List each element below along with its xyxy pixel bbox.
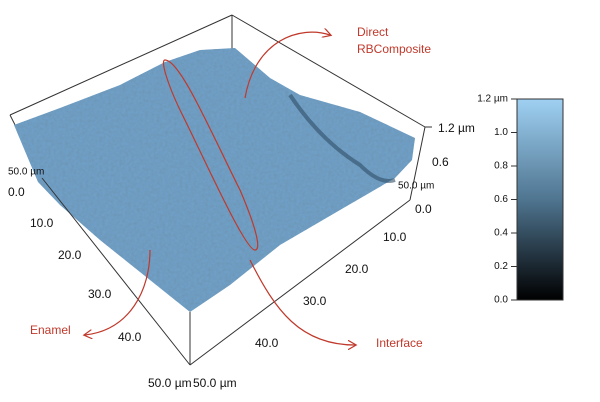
z-axis-label: 0.6 — [432, 155, 449, 169]
left-axis-label: 30.0 — [88, 287, 112, 301]
right-axis-label: 0.0 — [415, 202, 432, 216]
right-axis-label: 20.0 — [345, 262, 369, 276]
annotation-label: Enamel — [30, 323, 71, 337]
left-axis-label: 0.0 — [8, 185, 25, 199]
box-front — [41, 126, 432, 366]
colorbar-label: 0.4 — [494, 228, 508, 239]
left-axis-label: 20.0 — [58, 248, 82, 262]
surface-ridge — [288, 93, 396, 183]
right-height-label: 50.0 µm — [398, 181, 434, 192]
right-axis-label: 40.0 — [255, 336, 279, 350]
colorbar-label: 0.8 — [494, 161, 508, 172]
right-axis-label: 10.0 — [383, 230, 407, 244]
annotation-label: Direct — [357, 25, 389, 39]
annotation-label: Interface — [376, 336, 423, 350]
right-axis-label: 50.0 µm — [193, 376, 237, 390]
left-height-label: 50.0 µm — [8, 167, 44, 178]
left-axis-label: 10.0 — [30, 216, 54, 230]
colorbar-label: 0.6 — [494, 194, 508, 205]
colorbar — [516, 98, 564, 301]
annotation-label: RBComposite — [357, 42, 431, 56]
right-axis-label: 30.0 — [303, 294, 327, 308]
z-axis-label: 1.2 µm — [438, 121, 475, 135]
colorbar-label: 1.0 — [494, 127, 508, 138]
left-axis-label: 40.0 — [118, 330, 142, 344]
colorbar-label: 0.0 — [494, 295, 508, 306]
left-axis-label: 50.0 µm — [148, 376, 192, 390]
annotation-curves — [85, 32, 355, 345]
colorbar-label: 1.2 µm — [477, 94, 508, 105]
colorbar-label: 0.2 — [494, 261, 508, 272]
